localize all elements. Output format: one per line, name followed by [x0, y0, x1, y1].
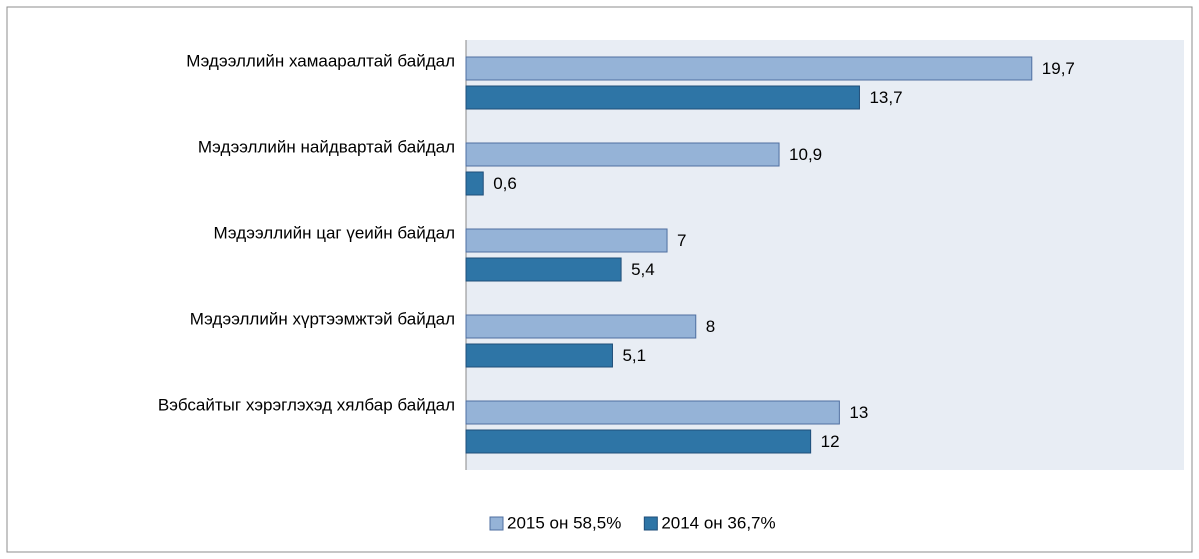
- bar: [465, 314, 697, 339]
- value-label: 13: [849, 403, 868, 422]
- plot-area: [466, 40, 1184, 470]
- value-label: 12: [821, 432, 840, 451]
- legend-label: 2015 он 58,5%: [507, 513, 621, 532]
- bar: [465, 171, 484, 196]
- legend-swatch: [643, 516, 658, 531]
- category-label: Мэдээллийн хамааралтай байдал: [186, 51, 455, 70]
- value-label: 8: [706, 317, 715, 336]
- category-label: Мэдээллийн цаг үеийн байдал: [214, 223, 455, 242]
- legend-label: 2014 он 36,7%: [661, 513, 775, 532]
- legend-swatch: [489, 516, 504, 531]
- category-label: Мэдээллийн найдвартай байдал: [198, 137, 455, 156]
- bar: [465, 228, 668, 253]
- bar: [465, 257, 622, 282]
- bar: [465, 142, 780, 167]
- category-label: Мэдээллийн хүртээмжтэй байдал: [190, 309, 455, 328]
- value-label: 0,6: [493, 174, 517, 193]
- value-label: 19,7: [1042, 59, 1075, 78]
- value-label: 10,9: [789, 145, 822, 164]
- category-label: Вэбсайтыг хэрэглэхэд хялбар байдал: [158, 395, 455, 414]
- value-label: 5,4: [631, 260, 655, 279]
- value-label: 5,1: [622, 346, 646, 365]
- bar: [465, 429, 812, 454]
- value-label: 7: [677, 231, 686, 250]
- bar: [465, 85, 860, 110]
- bar: [465, 56, 1033, 81]
- bar: [465, 343, 613, 368]
- bar: [465, 400, 840, 425]
- value-label: 13,7: [869, 88, 902, 107]
